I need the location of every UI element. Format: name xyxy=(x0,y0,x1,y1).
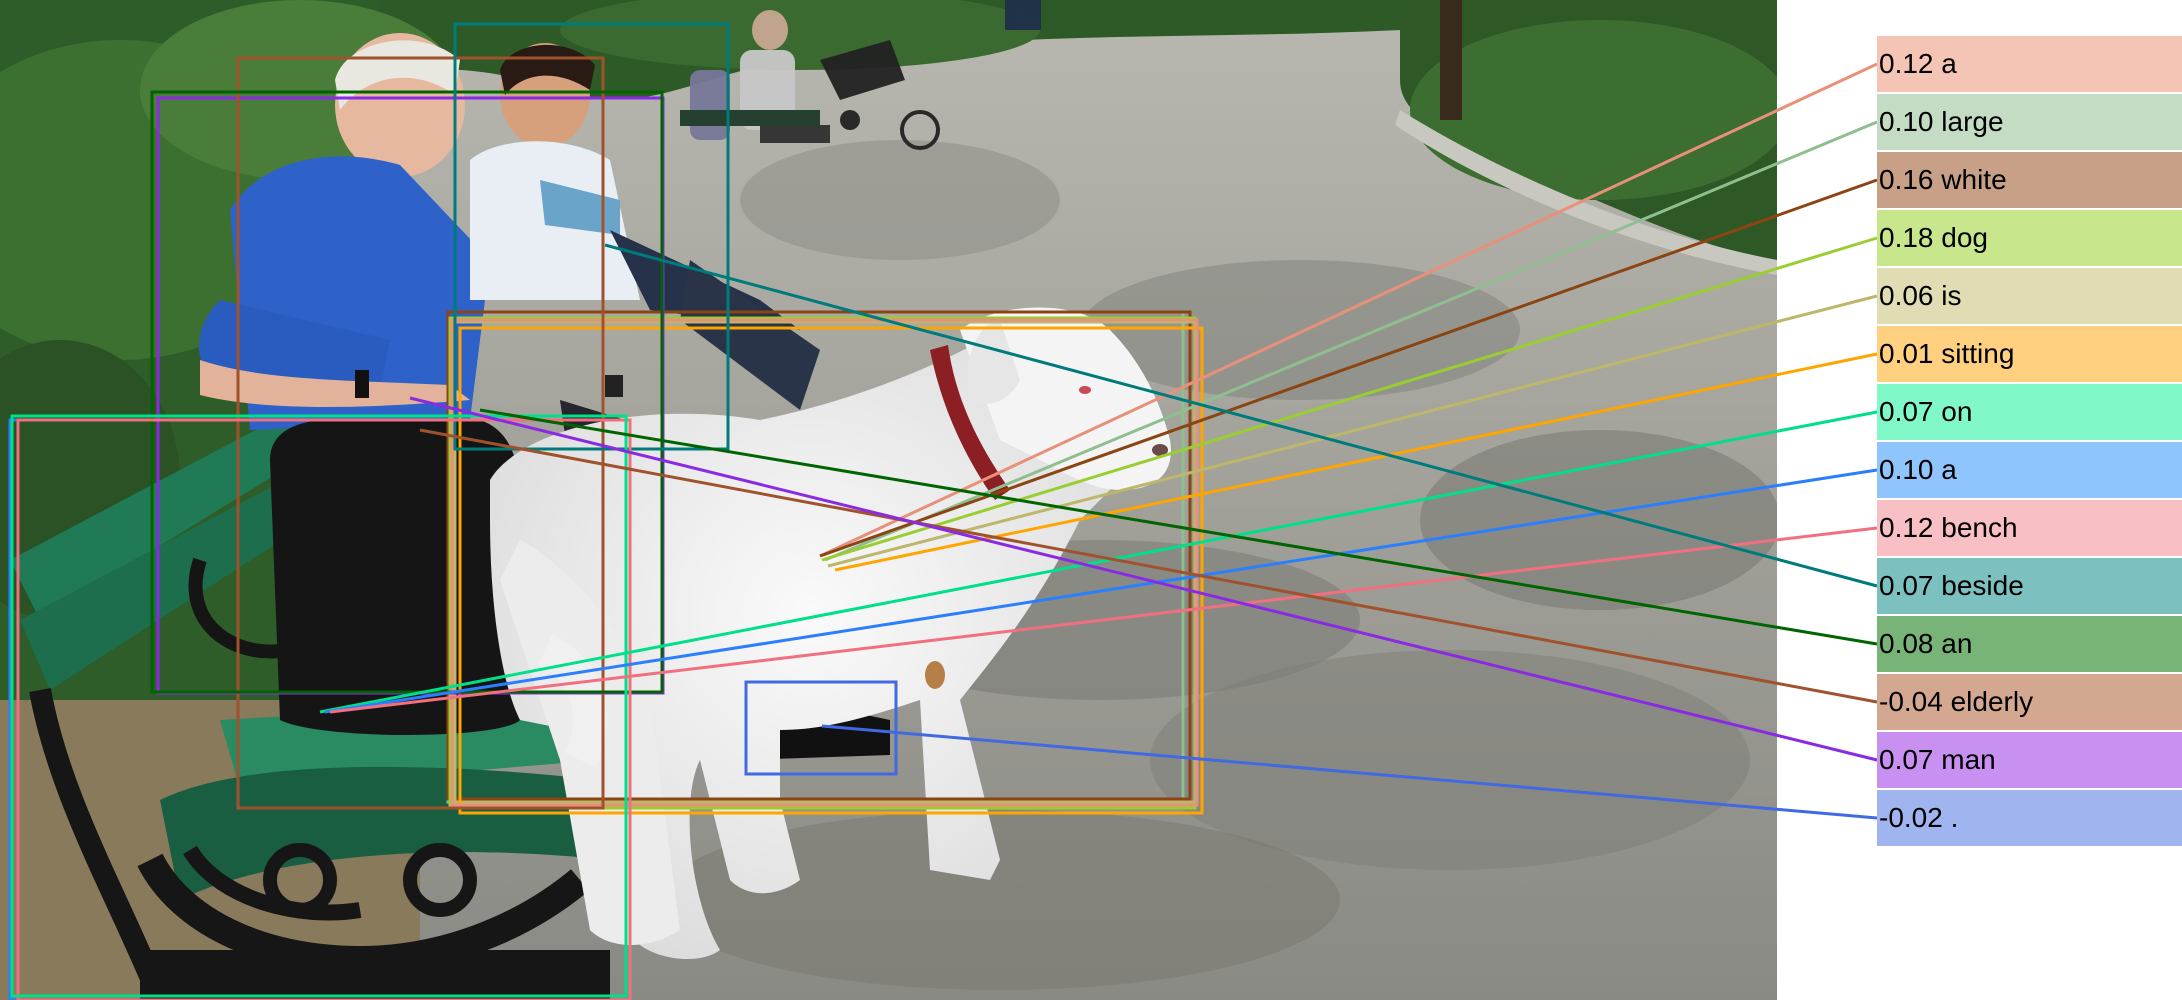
token-score-label: 0.12 bench xyxy=(1877,500,2182,556)
token-score-label: -0.02 . xyxy=(1877,790,2182,846)
token-score-label: 0.08 an xyxy=(1877,616,2182,672)
token-score-label: 0.07 man xyxy=(1877,732,2182,788)
token-score-label: 0.18 dog xyxy=(1877,210,2182,266)
token-score-label: 0.06 is xyxy=(1877,268,2182,324)
token-score-label: 0.10 large xyxy=(1877,94,2182,150)
park-scene-photo xyxy=(0,0,1777,1000)
token-score-label: 0.01 sitting xyxy=(1877,326,2182,382)
token-score-label: -0.04 elderly xyxy=(1877,674,2182,730)
token-score-label: 0.12 a xyxy=(1877,36,2182,92)
token-score-label: 0.10 a xyxy=(1877,442,2182,498)
token-score-label: 0.07 on xyxy=(1877,384,2182,440)
token-score-label: 0.07 beside xyxy=(1877,558,2182,614)
token-score-label: 0.16 white xyxy=(1877,152,2182,208)
